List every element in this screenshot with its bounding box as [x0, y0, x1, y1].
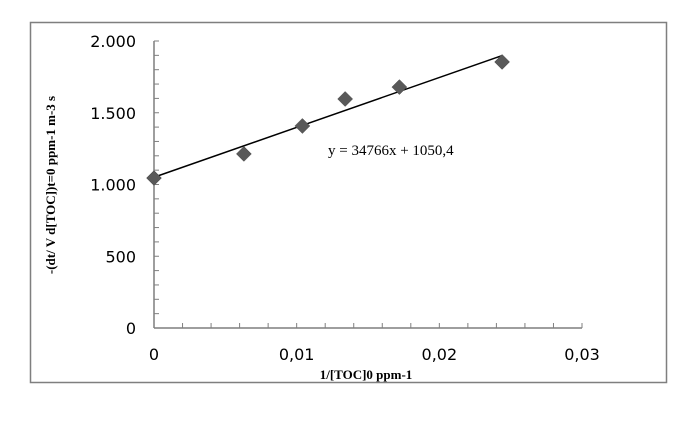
axes: [153, 40, 583, 329]
data-point-diamond: [391, 79, 408, 95]
x-tick-label: 0: [149, 345, 159, 364]
data-point-diamond: [337, 91, 354, 107]
trendline-equation: y = 34766x + 1050,4: [328, 143, 454, 159]
x-tick-labels: 0 0,01 0,02 0,03: [149, 345, 600, 364]
trendline: [153, 54, 503, 178]
x-tick-label: 0,02: [422, 345, 458, 364]
y-tick-label: 1.500: [90, 104, 136, 123]
data-point-diamond: [494, 54, 510, 70]
x-tick-label: 0,01: [279, 345, 315, 364]
x-tick-label: 0,03: [564, 345, 600, 364]
data-markers: [146, 54, 510, 186]
y-tick-label: 1.000: [90, 176, 136, 195]
x-axis-title: 1/[TOC]0 ppm-1: [320, 367, 413, 382]
y-tick-labels: 0 500 1.000 1.500 2.000: [90, 32, 136, 338]
y-tick-label: 2.000: [90, 32, 136, 51]
y-tick-label: 500: [105, 247, 136, 266]
chart-border: [29, 21, 668, 384]
data-point-diamond: [294, 118, 311, 134]
y-axis-title: -(dt/ V d[TOC])t=0 ppm-1 m-3 s: [43, 96, 58, 274]
y-tick-label: 0: [126, 319, 136, 338]
data-point-diamond: [236, 146, 252, 162]
data-point-diamond: [146, 170, 162, 186]
